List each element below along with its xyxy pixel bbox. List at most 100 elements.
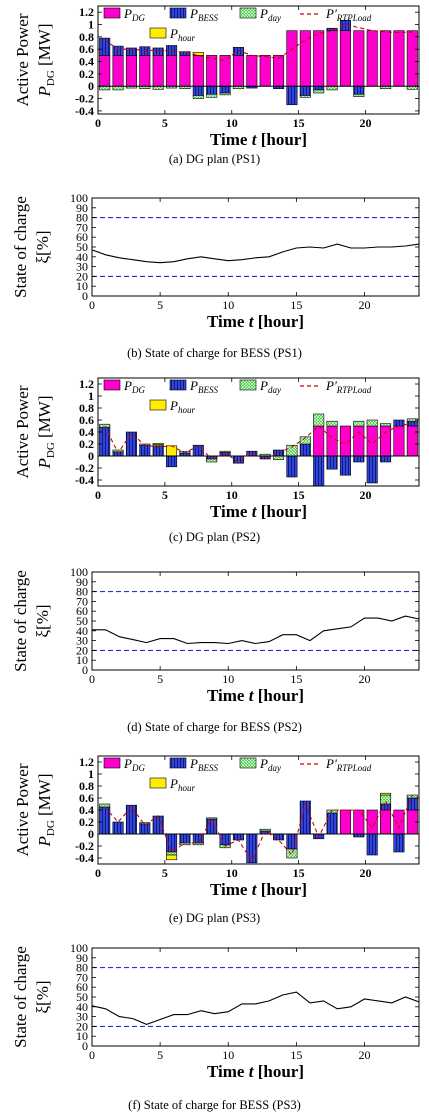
- bar-pdg: [406, 425, 418, 457]
- bar-pdg: [353, 30, 365, 87]
- legend-swatch-pday: [239, 757, 257, 769]
- y-tick-label: 80: [76, 585, 88, 599]
- bar-pday: [406, 794, 418, 799]
- y-tick-label: 10: [76, 279, 88, 293]
- bar-pbess: [152, 815, 164, 835]
- x-axis-label: Time t [hour]: [210, 130, 307, 149]
- bar-pbess: [326, 27, 338, 31]
- y-tick-label: 0.6: [79, 42, 94, 56]
- y-tick-label: -0.2: [75, 839, 94, 853]
- y-axis-label-line2: PDG [MW]: [35, 395, 57, 469]
- bar-pdg: [380, 30, 392, 87]
- y-tick-label: -0.4: [75, 851, 94, 865]
- x-tick-label: 20: [359, 298, 371, 312]
- x-axis-label: Time t [hour]: [207, 686, 304, 705]
- y-tick-label: 0.2: [79, 815, 94, 829]
- y-tick-label: 40: [76, 624, 88, 638]
- legend-swatch-pday: [239, 7, 257, 19]
- caption-e: (e) DG plan (PS3): [168, 911, 261, 925]
- x-axis-label: Time t [hour]: [210, 502, 307, 521]
- chart-panel-c: -0.4 -0.2 0 0.2 0.4 0.6 0.8 1 1.2 0 5 10 15 20 Time t …: [0, 372, 429, 552]
- y-tick-label: 30: [76, 634, 88, 648]
- bar-pday: [206, 93, 218, 98]
- bar-pbess: [139, 46, 151, 56]
- bar-pbess: [286, 455, 298, 478]
- legend-label-phour: Phour: [169, 776, 195, 793]
- legend-label-prtp: P'RTPLoad: [325, 378, 372, 395]
- y-tick-label: 80: [76, 211, 88, 225]
- bar-pday: [192, 842, 204, 846]
- y-tick-label: 1.2: [79, 5, 94, 19]
- y-axis-label-line1: State of charge: [11, 946, 30, 1048]
- y-axis-label-line1: Active Power: [13, 13, 32, 106]
- bar-pbess: [353, 85, 365, 95]
- bar-pbess: [125, 47, 137, 56]
- y-tick-label: 0: [82, 663, 88, 677]
- bar-pbess: [99, 806, 111, 835]
- y-tick-label: 10: [76, 653, 88, 667]
- legend-label-pbess: PBESS: [189, 756, 218, 773]
- bar-pdg: [206, 55, 218, 87]
- bar-pbess: [152, 47, 164, 56]
- bar-pday: [313, 89, 325, 94]
- y-tick-label: 70: [76, 220, 88, 234]
- bar-pday: [112, 449, 124, 453]
- x-tick-label: 10: [226, 116, 238, 130]
- y-tick-label: -0.2: [75, 461, 94, 475]
- bar-pbess: [112, 45, 124, 56]
- legend-swatch-phour: [149, 399, 167, 411]
- bar-phour: [380, 792, 392, 796]
- bar-pday: [99, 85, 111, 91]
- x-axis-label: Time t [hour]: [207, 1062, 304, 1081]
- bar-pday: [380, 794, 392, 805]
- bar-pdg: [353, 809, 365, 835]
- x-tick-label: 15: [293, 488, 305, 502]
- bar-pday: [313, 413, 325, 427]
- y-tick-label: 40: [76, 1000, 88, 1014]
- bar-pbess: [353, 455, 365, 463]
- bar-pday: [353, 93, 365, 98]
- y-tick-label: 0.6: [79, 791, 94, 805]
- legend-swatch-pbess: [169, 7, 187, 19]
- bar-pbess: [206, 85, 218, 95]
- bar-pday: [326, 85, 338, 91]
- bar-pbess: [99, 37, 111, 56]
- y-axis-label-line2: ξ[%]: [33, 604, 52, 637]
- bar-pdg: [179, 55, 191, 87]
- y-tick-label: 100: [70, 565, 88, 579]
- y-tick-label: 0.2: [79, 67, 94, 81]
- legend-label-phour: Phour: [169, 398, 195, 415]
- bar-pbess: [179, 833, 191, 844]
- y-tick-label: 0: [82, 289, 88, 303]
- x-tick-label: 15: [290, 1048, 302, 1062]
- y-tick-label: 90: [76, 575, 88, 589]
- bar-pbess: [286, 85, 298, 106]
- y-tick-label: 60: [76, 980, 88, 994]
- bar-pday: [192, 95, 204, 99]
- y-tick-label: -0.2: [75, 92, 94, 106]
- y-tick-label: 50: [76, 240, 88, 254]
- bar-pbess: [380, 455, 392, 463]
- y-axis-label-line2: PDG [MW]: [35, 23, 57, 97]
- bar-pbess: [366, 833, 378, 856]
- rtpload-line: [104, 23, 413, 61]
- rtpload-line: [104, 794, 413, 863]
- x-tick-label: 20: [359, 1048, 371, 1062]
- y-axis-label-line1: Active Power: [13, 385, 32, 478]
- plot-frame: [91, 947, 420, 1047]
- bar-pday: [353, 420, 365, 427]
- soc-line: [91, 991, 420, 1025]
- bar-pday: [326, 420, 338, 427]
- y-axis-label-group: Active Power PDG [MW]: [13, 13, 57, 106]
- y-axis-label-group: State of charge ξ[%]: [11, 570, 52, 672]
- bar-pdg: [273, 55, 285, 87]
- bar-phour: [166, 854, 178, 861]
- y-axis-label-line2: PDG [MW]: [35, 773, 57, 847]
- legend-swatch-pday: [239, 379, 257, 391]
- y-tick-label: 0.8: [79, 401, 94, 415]
- bar-pdg: [393, 30, 405, 87]
- bar-pdg: [393, 425, 405, 457]
- y-tick-label: 10: [76, 1029, 88, 1043]
- bar-pbess: [299, 85, 311, 96]
